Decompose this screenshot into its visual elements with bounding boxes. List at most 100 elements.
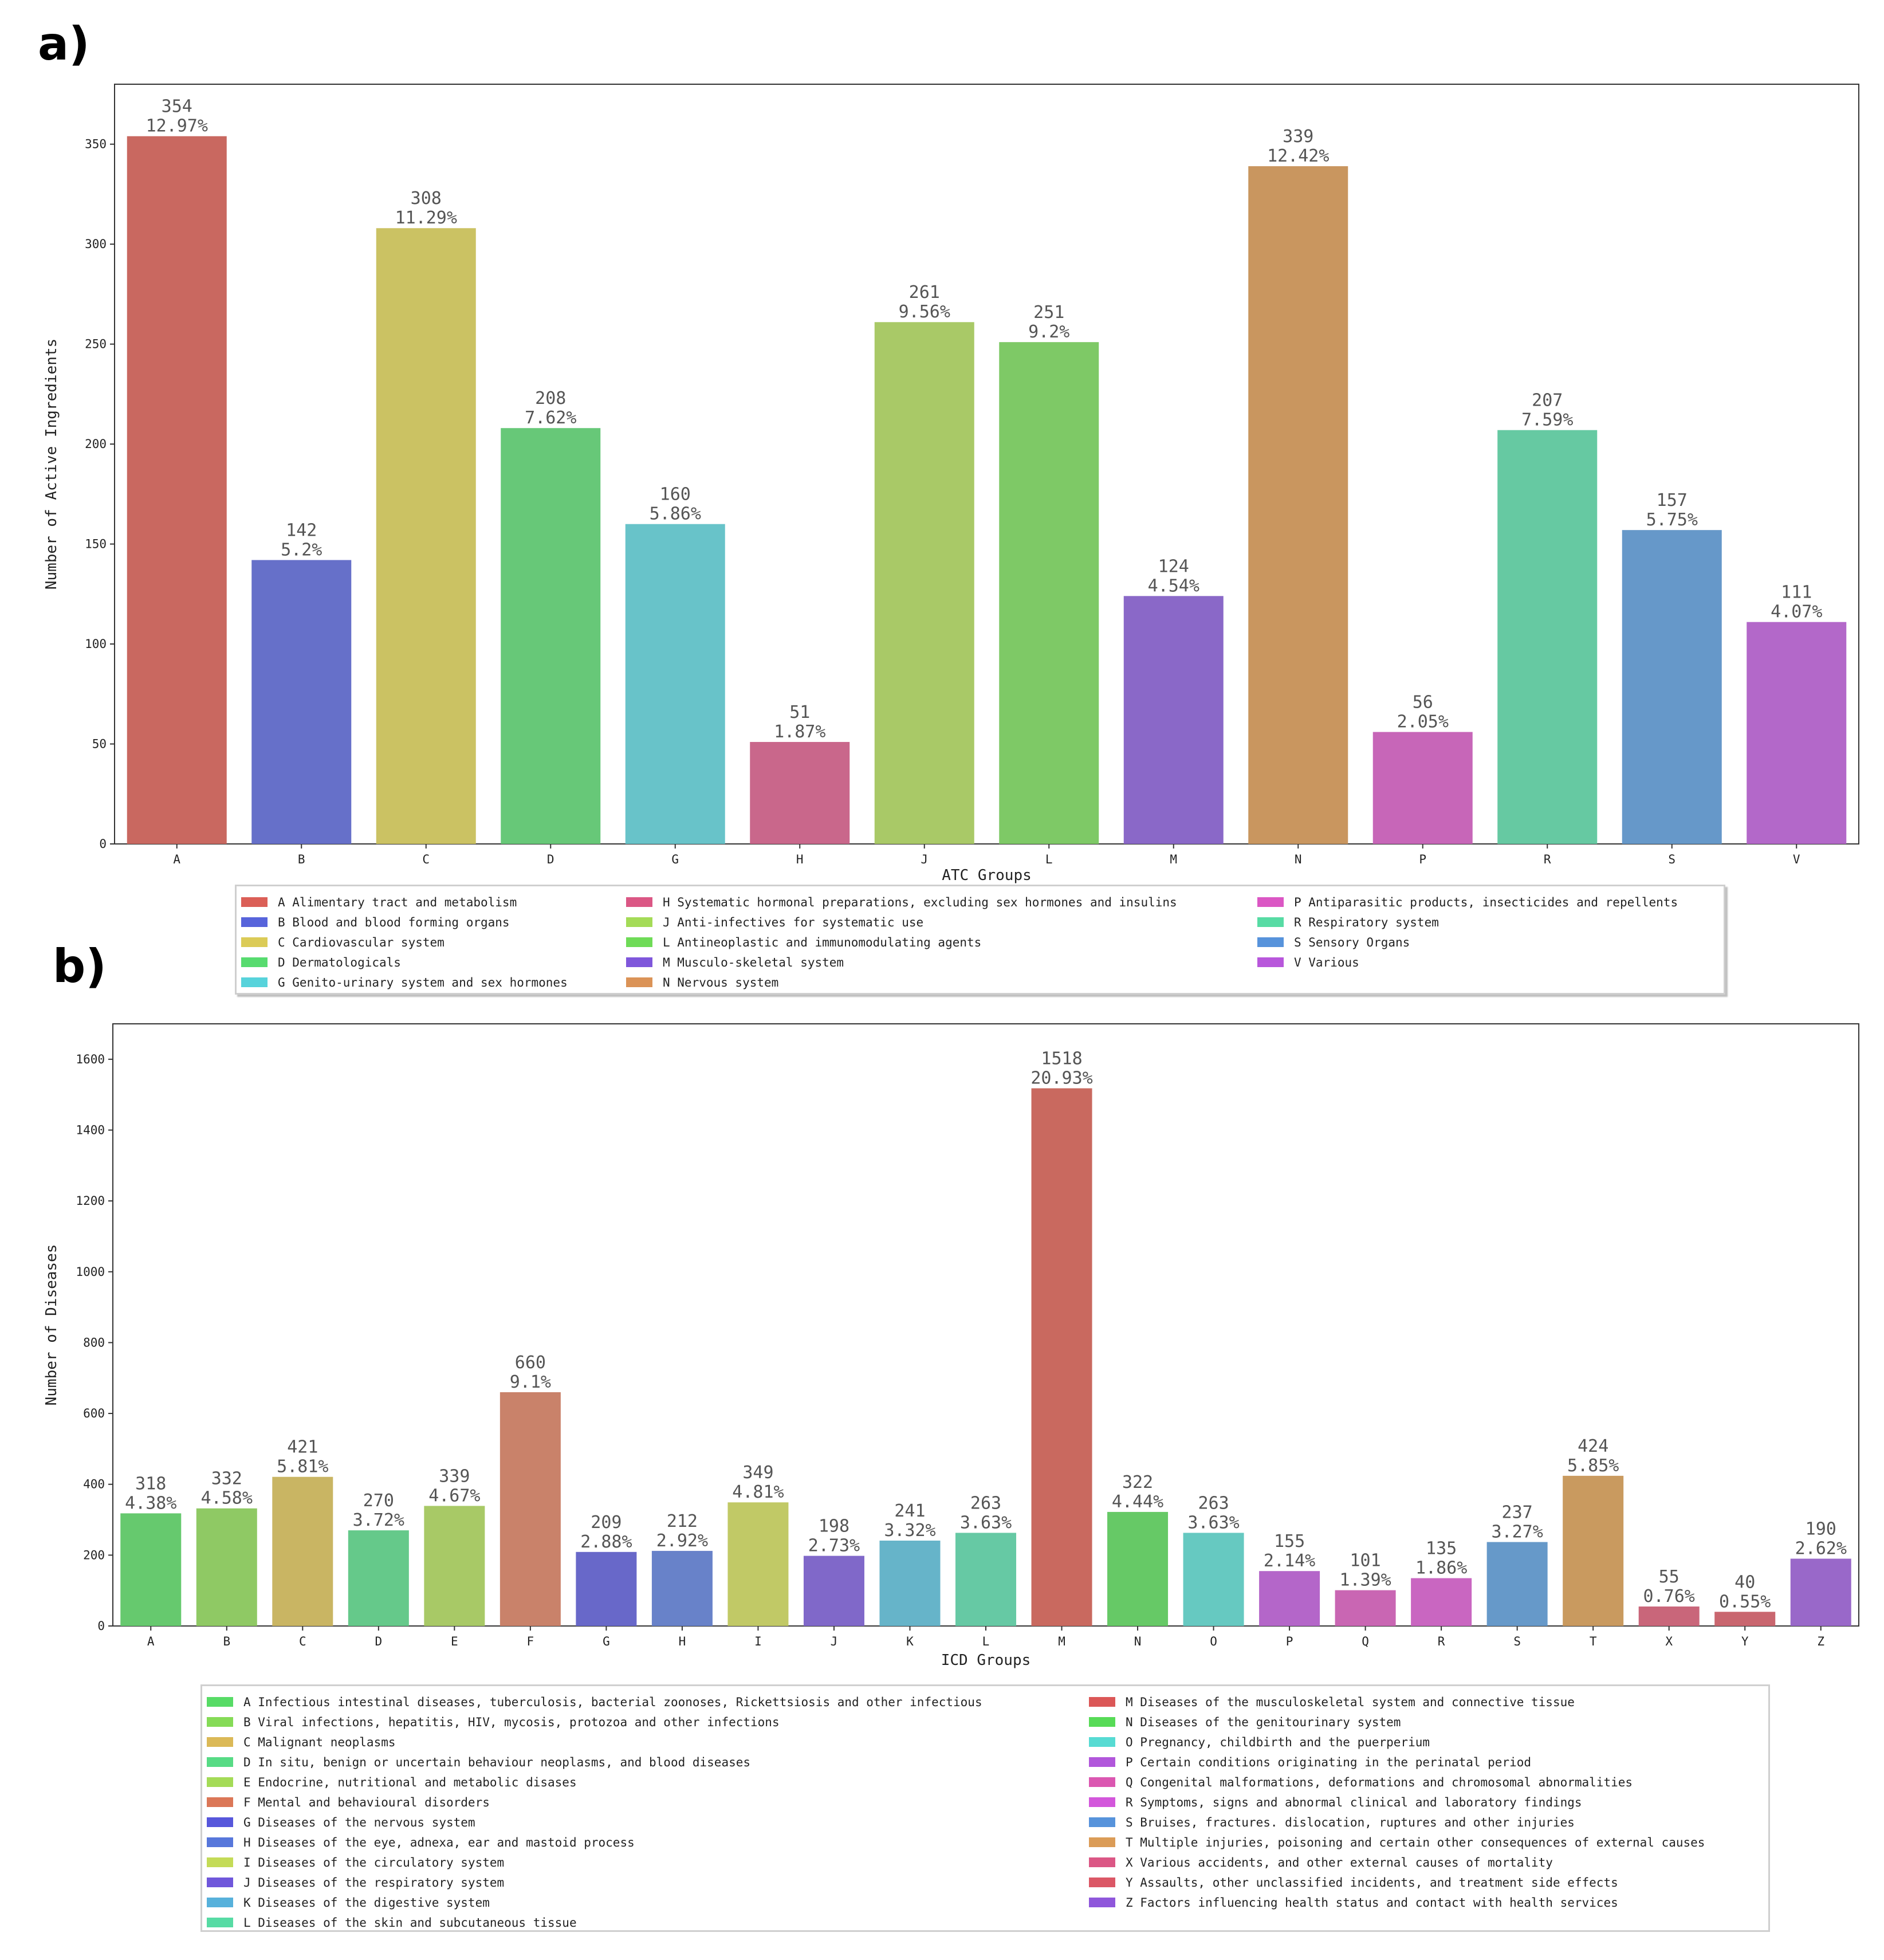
- atc-legend-text: C Cardiovascular system: [278, 935, 445, 949]
- icd-x-tick-label-K: K: [906, 1635, 914, 1648]
- icd-legend-text: N Diseases of the genitourinary system: [1126, 1715, 1401, 1729]
- panel-b-label: b): [53, 940, 107, 993]
- icd-legend-swatch: [207, 1697, 233, 1707]
- atc-bar-N: [1248, 166, 1348, 845]
- atc-bar-M: [1123, 596, 1224, 844]
- icd-percent-label-M: 20.93%: [1031, 1069, 1092, 1089]
- icd-percent-label-A: 4.38%: [125, 1493, 176, 1513]
- icd-value-label-Q: 101: [1350, 1551, 1381, 1571]
- atc-legend-item: V Various: [1257, 952, 1678, 972]
- atc-y-tick-label: 300: [85, 237, 107, 251]
- icd-x-tick-label-F: F: [527, 1635, 534, 1648]
- atc-legend-text: D Dermatologicals: [278, 955, 401, 969]
- atc-percent-label-R: 7.59%: [1521, 410, 1573, 430]
- icd-value-label-I: 349: [742, 1463, 773, 1483]
- atc-legend-swatch: [241, 937, 268, 947]
- atc-percent-label-S: 5.75%: [1646, 510, 1698, 530]
- atc-value-label-L: 251: [1033, 303, 1064, 323]
- atc-percent-label-G: 5.86%: [650, 504, 701, 524]
- icd-value-label-N: 322: [1122, 1472, 1153, 1492]
- atc-legend-swatch: [626, 917, 652, 927]
- icd-bar-F: [499, 1392, 561, 1626]
- icd-legend-swatch: [1089, 1737, 1115, 1747]
- icd-x-tick-label-C: C: [299, 1635, 306, 1648]
- atc-x-axis-label: ATC Groups: [942, 867, 1032, 884]
- icd-legend-swatch: [1089, 1717, 1115, 1727]
- icd-legend-swatch: [1089, 1697, 1115, 1707]
- atc-legend-swatch: [626, 957, 652, 967]
- icd-percent-label-Q: 1.39%: [1339, 1570, 1391, 1590]
- icd-legend-item: I Diseases of the circulatory system: [207, 1852, 982, 1872]
- icd-value-label-H: 212: [667, 1511, 698, 1531]
- icd-x-tick-label-Q: Q: [1362, 1635, 1369, 1648]
- atc-legend-swatch: [241, 957, 268, 967]
- atc-legend-text: S Sensory Organs: [1294, 935, 1410, 949]
- atc-y-tick-label: 200: [85, 437, 107, 451]
- atc-bar-H: [750, 742, 850, 844]
- atc-percent-label-A: 12.97%: [146, 116, 208, 136]
- atc-legend-text: V Various: [1294, 955, 1359, 969]
- icd-percent-label-B: 4.58%: [201, 1488, 253, 1509]
- atc-legend-item: A Alimentary tract and metabolism: [241, 892, 568, 912]
- atc-legend-swatch: [626, 977, 652, 987]
- icd-legend-swatch: [1089, 1877, 1115, 1887]
- icd-value-label-B: 332: [211, 1469, 242, 1489]
- atc-legend-swatch: [1257, 897, 1284, 907]
- icd-value-label-L: 263: [970, 1493, 1001, 1513]
- atc-legend-item: G Genito-urinary system and sex hormones: [241, 972, 568, 992]
- icd-legend-item: O Pregnancy, childbirth and the puerperi…: [1089, 1732, 1705, 1752]
- icd-legend-item: X Various accidents, and other external …: [1089, 1852, 1705, 1872]
- icd-y-axis-label: Number of Diseases: [43, 1244, 60, 1406]
- icd-percent-label-T: 5.85%: [1567, 1456, 1619, 1476]
- atc-percent-label-P: 2.05%: [1397, 712, 1449, 732]
- atc-y-tick-label: 150: [85, 537, 107, 551]
- atc-legend-text: J Anti-infectives for systematic use: [663, 915, 924, 929]
- icd-legend-swatch: [207, 1737, 233, 1747]
- icd-percent-label-J: 2.73%: [808, 1536, 860, 1556]
- atc-y-tick-label: 50: [92, 737, 107, 751]
- atc-bar-B: [251, 560, 352, 844]
- icd-y-tick-label: 600: [83, 1407, 105, 1420]
- icd-x-tick-label-M: M: [1058, 1635, 1065, 1648]
- atc-x-tick-label-M: M: [1170, 853, 1177, 866]
- icd-value-label-M: 1518: [1041, 1049, 1082, 1069]
- icd-bar-Y: [1714, 1612, 1776, 1626]
- atc-legend-swatch: [626, 937, 652, 947]
- icd-legend-item: K Diseases of the digestive system: [207, 1892, 982, 1912]
- icd-legend-text: Y Assaults, other unclassified incidents…: [1126, 1875, 1618, 1890]
- icd-x-tick-label-L: L: [982, 1635, 990, 1648]
- icd-legend-item: G Diseases of the nervous system: [207, 1812, 982, 1832]
- icd-x-tick-label-X: X: [1665, 1635, 1673, 1648]
- atc-value-label-G: 160: [660, 485, 691, 505]
- icd-legend-text: G Diseases of the nervous system: [243, 1815, 475, 1829]
- icd-legend-text: O Pregnancy, childbirth and the puerperi…: [1126, 1735, 1430, 1749]
- icd-legend-item: B Viral infections, hepatitis, HIV, myco…: [207, 1712, 982, 1732]
- atc-value-label-A: 354: [162, 97, 192, 117]
- atc-x-tick-label-V: V: [1793, 853, 1800, 866]
- icd-percent-label-H: 2.92%: [656, 1531, 708, 1551]
- icd-legend-item: F Mental and behavioural disorders: [207, 1792, 982, 1812]
- icd-percent-label-F: 9.1%: [510, 1372, 551, 1392]
- atc-y-tick-label: 350: [85, 138, 107, 151]
- icd-legend-text: D In situ, benign or uncertain behaviour…: [243, 1755, 751, 1769]
- icd-bar-C: [272, 1476, 333, 1626]
- legend-atc-column-3: P Antiparasitic products, insecticides a…: [1257, 892, 1678, 972]
- icd-legend-text: J Diseases of the respiratory system: [243, 1875, 505, 1890]
- atc-value-label-S: 157: [1657, 490, 1688, 510]
- icd-value-label-E: 339: [439, 1466, 470, 1486]
- icd-percent-label-Y: 0.55%: [1719, 1592, 1771, 1612]
- atc-legend-text: P Antiparasitic products, insecticides a…: [1294, 895, 1678, 909]
- icd-legend-swatch: [1089, 1817, 1115, 1827]
- icd-legend-item: Q Congenital malformations, deformations…: [1089, 1772, 1705, 1792]
- atc-percent-label-J: 9.56%: [899, 302, 950, 322]
- icd-bar-I: [727, 1502, 789, 1626]
- icd-legend-text: B Viral infections, hepatitis, HIV, myco…: [243, 1715, 780, 1729]
- atc-bar-L: [999, 342, 1099, 844]
- icd-legend-text: X Various accidents, and other external …: [1126, 1855, 1553, 1869]
- icd-legend-swatch: [207, 1837, 233, 1847]
- atc-x-tick-label-C: C: [422, 853, 430, 866]
- legend-atc-column-2: H Systematic hormonal preparations, excl…: [626, 892, 1177, 992]
- icd-legend-item: R Symptoms, signs and abnormal clinical …: [1089, 1792, 1705, 1812]
- icd-legend-item: N Diseases of the genitourinary system: [1089, 1712, 1705, 1732]
